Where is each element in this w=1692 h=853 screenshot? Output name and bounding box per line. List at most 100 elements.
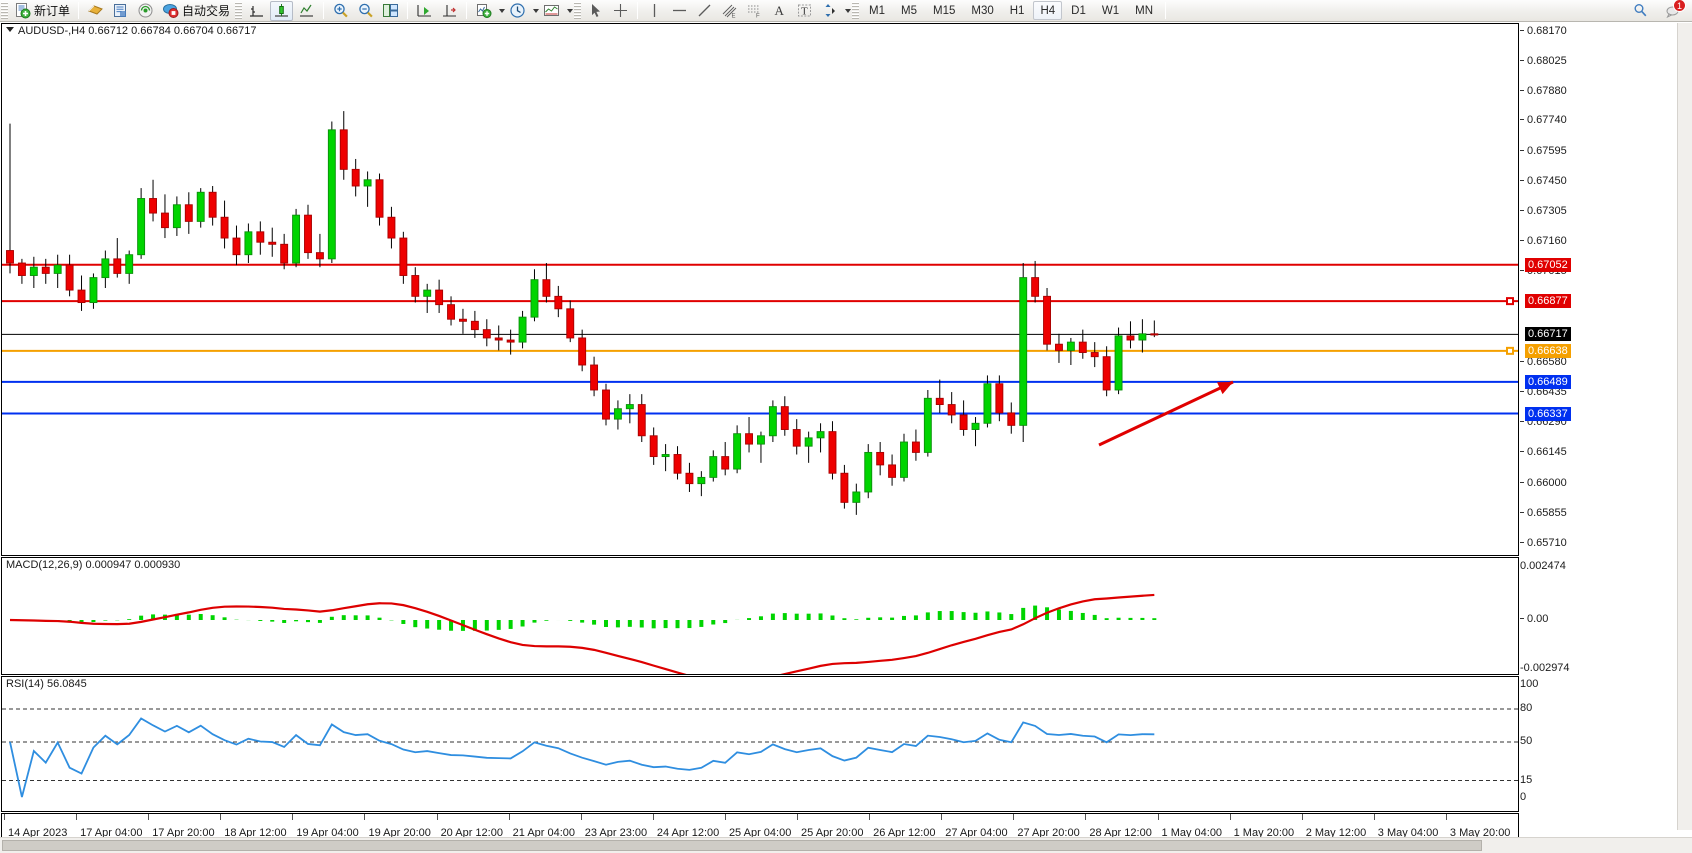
line-chart-icon-button[interactable] (295, 1, 318, 21)
price-tag-support-line-1[interactable]: 0.66489 (1525, 374, 1571, 389)
templates-icon-button[interactable] (540, 1, 563, 21)
timeframe-m30[interactable]: M30 (971, 4, 994, 17)
macd-pane[interactable]: MACD(12,26,9) 0.000947 0.000930 (1, 557, 1519, 675)
alerts-badge: 1 (1673, 0, 1686, 12)
candlestick-chart-icon-button[interactable] (270, 0, 294, 21)
timeframe-w1[interactable]: W1 (1101, 4, 1120, 17)
time-label-2: 17 Apr 20:00 (152, 827, 215, 839)
macd-tick-2: -0.002974 (1520, 662, 1570, 674)
price-tag-resistance-line-1[interactable]: 0.67052 (1525, 257, 1571, 272)
time-tick (941, 814, 943, 820)
toolbar-grip-2[interactable] (235, 1, 243, 20)
price-tag-current-price[interactable]: 0.66717 (1525, 327, 1571, 342)
cursor-icon-button[interactable] (584, 1, 607, 21)
tile-windows-icon-button[interactable] (379, 1, 402, 21)
price-tick-0.67305: 0.67305 (1520, 205, 1567, 217)
time-label-18: 2 May 12:00 (1305, 827, 1367, 839)
price-tag-support-line-2[interactable]: 0.66337 (1525, 406, 1571, 421)
toolbar-grip-3[interactable] (574, 1, 582, 20)
time-tick (1157, 814, 1159, 820)
time-tick (869, 814, 871, 820)
chart-area[interactable]: AUDUSD-,H4 0.66712 0.66784 0.66704 0.667… (0, 23, 1692, 853)
navigator-icon-button[interactable] (134, 1, 157, 21)
shapes-icon-button[interactable] (818, 1, 841, 21)
price-tick-0.67450: 0.67450 (1520, 175, 1567, 187)
trendline-icon-button[interactable] (693, 1, 716, 21)
toolbar-separator-4 (466, 2, 468, 19)
vertical-scrollbar[interactable] (1677, 23, 1692, 830)
macd-plot (9, 593, 1157, 674)
price-pane[interactable]: AUDUSD-,H4 0.66712 0.66784 0.66704 0.667… (1, 23, 1519, 556)
zoom-in-icon-button[interactable] (329, 1, 352, 21)
zoom-out-icon-button[interactable] (354, 1, 377, 21)
time-label-5: 19 Apr 20:00 (368, 827, 431, 839)
price-tick-0.68025: 0.68025 (1520, 55, 1567, 67)
new-order-label: 新订单 (34, 4, 71, 18)
timeframe-d1[interactable]: D1 (1071, 4, 1086, 17)
time-label-8: 23 Apr 23:00 (584, 827, 648, 839)
toolbar-separator-5 (637, 2, 639, 19)
indicators-icon-button[interactable] (472, 1, 495, 21)
time-tick (652, 814, 654, 820)
time-label-3: 18 Apr 12:00 (224, 827, 287, 839)
time-tick (76, 814, 78, 820)
time-label-13: 27 Apr 04:00 (945, 827, 1008, 839)
new-order-button[interactable]: 新订单 (11, 1, 73, 21)
timeframe-m15[interactable]: M15 (933, 4, 956, 17)
auto-trading-button[interactable]: 自动交易 (159, 1, 233, 21)
time-label-20: 3 May 20:00 (1449, 827, 1511, 839)
time-axis[interactable]: 14 Apr 2023 17 Apr 04:00 17 Apr 20:00 18 Ap… (1, 813, 1519, 853)
timeframe-mn[interactable]: MN (1135, 4, 1153, 17)
time-label-0: 14 Apr 2023 (8, 827, 68, 839)
alerts-icon-button[interactable]: 1 (1662, 0, 1686, 21)
search-icon-button[interactable] (1629, 1, 1652, 21)
horizontal-line-icon-button[interactable] (668, 1, 691, 21)
price-tick-0.67880: 0.67880 (1520, 85, 1567, 97)
price-candles (2, 111, 1518, 515)
time-label-6: 20 Apr 12:00 (440, 827, 503, 839)
toolbar-grip[interactable] (1, 1, 8, 20)
chevron-down-icon-2[interactable] (533, 8, 540, 13)
timeframe-m1[interactable]: M1 (869, 4, 886, 17)
time-tick (1013, 814, 1015, 820)
time-label-9: 24 Apr 12:00 (656, 827, 720, 839)
time-tick (508, 814, 510, 820)
scroll-end-icon-button[interactable] (413, 1, 436, 21)
periods-icon-button[interactable] (506, 1, 529, 21)
rsi-tick-100: 100 (1520, 678, 1539, 690)
time-label-14: 27 Apr 20:00 (1017, 827, 1080, 839)
bullish-trend-arrow (1098, 380, 1234, 447)
text-icon-button[interactable]: A (768, 1, 791, 21)
chart-shift-icon-button[interactable] (438, 1, 461, 21)
price-tag-pivot-line[interactable]: 0.66638 (1525, 343, 1571, 358)
crosshair-icon-button[interactable] (609, 1, 632, 21)
time-tick (1229, 814, 1231, 820)
timeframe-m5[interactable]: M5 (901, 4, 917, 17)
equidistant-channel-icon-button[interactable]: E (718, 1, 741, 21)
fibonacci-icon-button[interactable]: F (743, 1, 766, 21)
expert-advisors-icon-button[interactable] (84, 1, 107, 21)
horizontal-scroll-thumb[interactable] (2, 840, 1482, 851)
vertical-line-icon-button[interactable] (643, 1, 666, 21)
time-tick (292, 814, 294, 820)
price-tag-resistance-line-2[interactable]: 0.66877 (1525, 294, 1571, 309)
text-label-icon-button[interactable]: T (793, 1, 816, 21)
chevron-down-icon-4[interactable] (845, 8, 852, 13)
timeframe-h1[interactable]: H1 (1009, 4, 1025, 17)
toolbar-grip-4[interactable] (852, 1, 860, 20)
horizontal-scrollbar[interactable] (0, 837, 1692, 853)
price-tick-0.65855: 0.65855 (1520, 507, 1567, 519)
rsi-pane[interactable]: RSI(14) 56.0845 (1, 676, 1519, 812)
chevron-down-icon-3[interactable] (567, 8, 574, 13)
chevron-down-icon[interactable] (499, 8, 506, 13)
toolbar-separator-2 (323, 2, 325, 19)
bar-chart-icon-button[interactable] (245, 1, 268, 21)
price-axis[interactable]: 0.68170 0.68025 0.67880 0.67740 0.67595 0.674… (1520, 23, 1692, 813)
macd-histogram (19, 605, 1157, 631)
time-tick (364, 814, 366, 820)
timeframe-h4[interactable]: H4 (1033, 1, 1063, 20)
main-toolbar: 新订单 自动交易 (0, 0, 1692, 22)
time-tick (220, 814, 222, 820)
auto-trading-label: 自动交易 (182, 4, 231, 18)
data-window-icon-button[interactable] (109, 1, 132, 21)
